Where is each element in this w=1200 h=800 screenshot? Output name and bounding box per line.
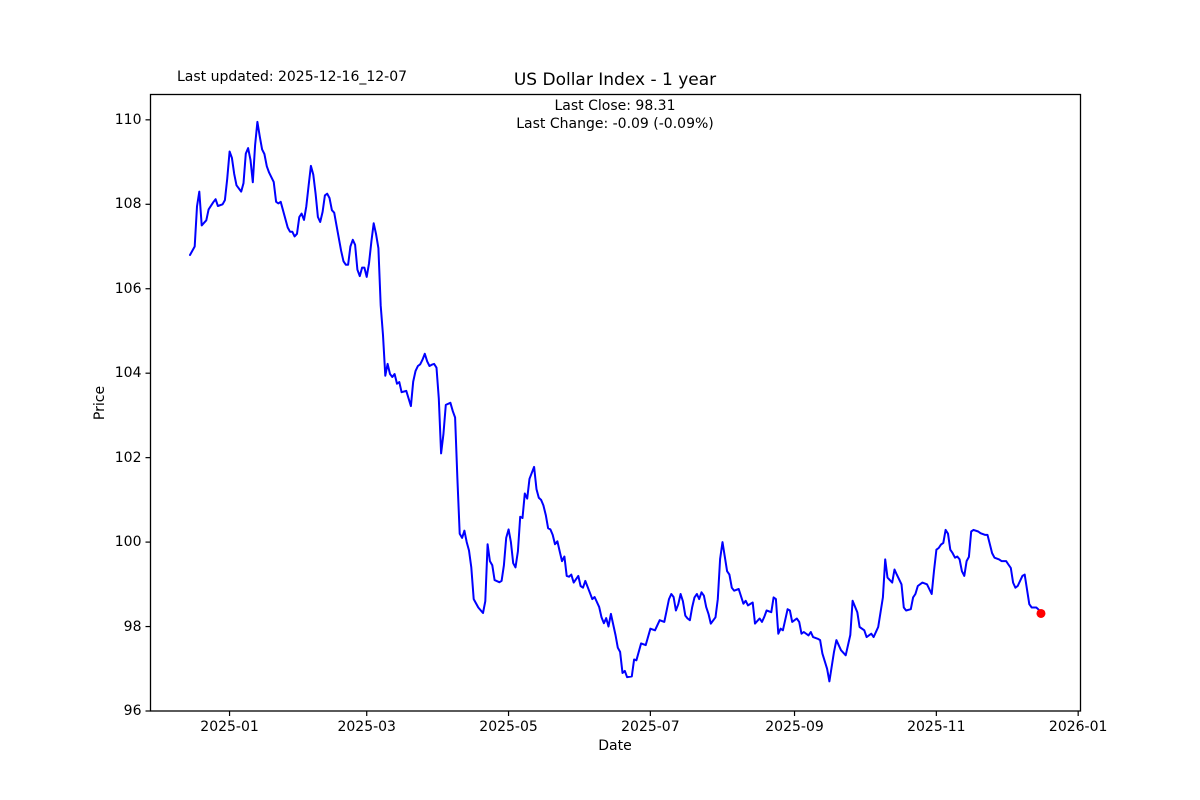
x-tick-label: 2025-07 xyxy=(621,719,680,735)
x-axis-label: Date xyxy=(598,738,632,754)
y-tick-label: 100 xyxy=(114,534,142,551)
last-price-marker xyxy=(1036,608,1046,618)
y-tick-label: 104 xyxy=(114,365,142,382)
y-tick-label: 108 xyxy=(114,196,142,213)
last-updated-annotation: Last updated: 2025-12-16_12-07 xyxy=(177,69,408,85)
price-line xyxy=(189,120,1042,683)
y-tick-label: 106 xyxy=(114,280,142,297)
last-close-annotation: Last Close: 98.31 xyxy=(554,98,676,114)
x-tick-label: 2025-05 xyxy=(479,719,538,735)
last-change-annotation: Last Change: -0.09 (-0.09%) xyxy=(516,116,714,132)
x-tick-label: 2025-03 xyxy=(337,719,396,735)
x-tick-label: 2025-09 xyxy=(765,719,824,735)
chart-title: US Dollar Index - 1 year xyxy=(513,70,717,90)
y-tick-label: 96 xyxy=(123,703,142,719)
y-tick-label: 98 xyxy=(123,618,142,635)
x-tick-label: 2025-11 xyxy=(907,719,966,735)
x-tick-label: 2026-01 xyxy=(1048,719,1108,735)
axes-frame xyxy=(149,93,1082,712)
y-axis-label: Price xyxy=(92,385,108,421)
y-tick-label: 102 xyxy=(114,449,142,466)
chart-subtitle: Last Close: 98.31 Last Change: -0.09 (-0… xyxy=(150,97,1080,133)
y-tick-label: 110 xyxy=(114,111,142,128)
x-tick-label: 2025-01 xyxy=(200,719,259,735)
